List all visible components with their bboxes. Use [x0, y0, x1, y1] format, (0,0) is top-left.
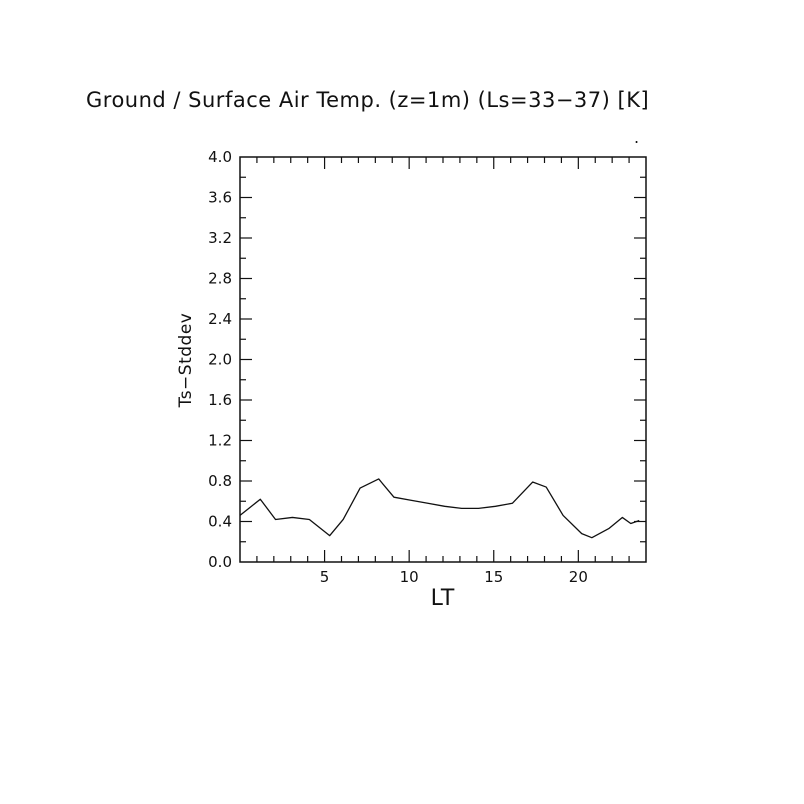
x-tick-label: 15 — [484, 568, 503, 586]
y-tick-label: 2.4 — [208, 310, 232, 328]
y-tick-label: 2.0 — [208, 351, 232, 369]
x-tick-label: 10 — [400, 568, 419, 586]
x-axis-label: LT — [430, 586, 456, 611]
chart-title: Ground / Surface Air Temp. (z=1m) (Ls=33… — [86, 88, 650, 112]
y-tick-label: 3.2 — [208, 229, 232, 247]
y-tick-label: 0.8 — [208, 472, 232, 490]
y-tick-label: 1.6 — [208, 391, 232, 409]
y-tick-label: 2.8 — [208, 270, 232, 288]
y-tick-label: 0.4 — [208, 513, 232, 531]
y-tick-label: 3.6 — [208, 189, 232, 207]
series-line — [239, 478, 640, 539]
x-tick-label: 5 — [320, 568, 330, 586]
y-tick-label: 0.0 — [208, 553, 232, 571]
axis-frame — [239, 156, 647, 563]
y-tick-label: 4.0 — [208, 148, 232, 166]
x-tick-label: 20 — [569, 568, 588, 586]
stray-dot-mark: . — [634, 128, 640, 147]
y-tick-label: 1.2 — [208, 432, 232, 450]
